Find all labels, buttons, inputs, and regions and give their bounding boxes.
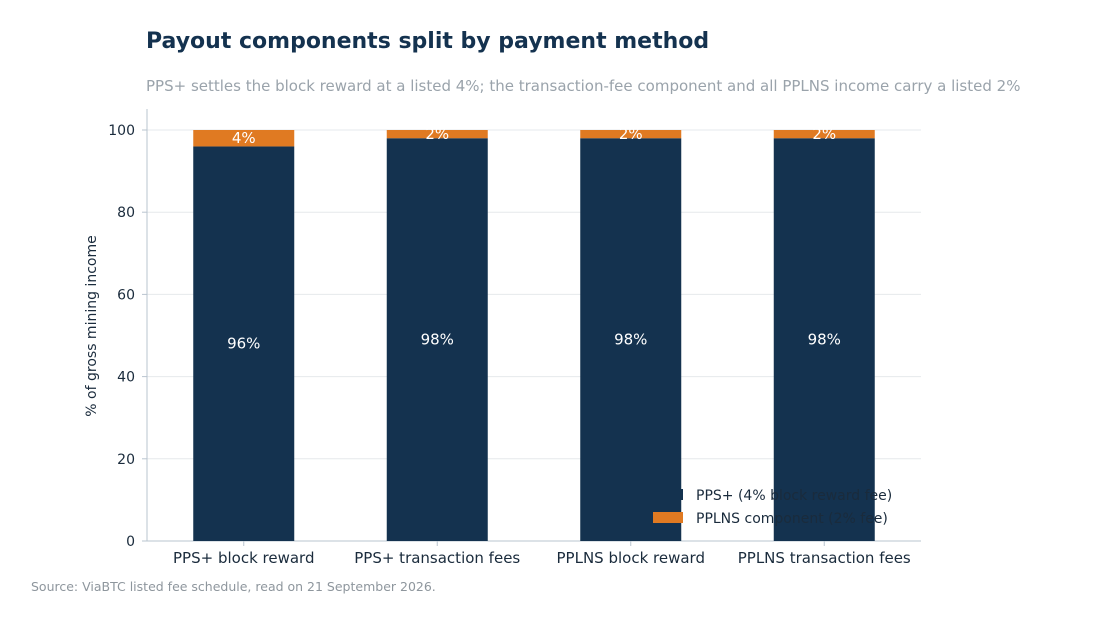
chart-subtitle: PPS+ settles the block reward at a liste… — [146, 77, 1020, 95]
source-note: Source: ViaBTC listed fee schedule, read… — [31, 579, 436, 594]
x-tick-label: PPS+ block reward — [173, 549, 314, 567]
y-tick-label: 40 — [117, 370, 135, 386]
chart-title: Payout components split by payment metho… — [146, 29, 709, 54]
y-tick-label: 0 — [126, 534, 135, 550]
bar-segment-main — [193, 146, 295, 541]
x-tick-label: PPS+ transaction fees — [354, 549, 520, 567]
legend: PPS+ (4% block reward fee) PPLNS componen… — [653, 488, 892, 527]
bar-value-label: 98% — [808, 331, 841, 349]
legend-label: PPS+ (4% block reward fee) — [696, 488, 892, 504]
y-axis-label: % of gross mining income — [84, 235, 100, 416]
bar-segment-main — [580, 138, 682, 541]
legend-label: PPLNS component (2% fee) — [696, 511, 888, 527]
bar-value-label: 98% — [614, 331, 647, 349]
y-tick-label: 60 — [117, 287, 135, 303]
x-tick-label: PPLNS block reward — [557, 549, 705, 567]
bars — [193, 130, 875, 541]
bar-value-label: 4% — [232, 129, 256, 147]
bar-value-label: 2% — [619, 125, 643, 143]
bar-segment-main — [386, 138, 488, 541]
bar-segment-fee — [193, 130, 295, 147]
y-tick-label: 80 — [117, 205, 135, 221]
bar-value-label: 98% — [421, 331, 454, 349]
legend-swatch — [653, 489, 683, 500]
bar-segment-fee — [773, 130, 875, 139]
bar-value-label: 2% — [812, 125, 836, 143]
y-tick-label: 100 — [108, 123, 135, 139]
legend-swatch — [653, 512, 683, 523]
bar-segment-fee — [386, 130, 488, 139]
bar-value-label: 2% — [425, 125, 449, 143]
data-labels: 96% 4% 98% 2% 98% 2% 98% 2% — [227, 125, 841, 353]
x-tick-label: PPLNS transaction fees — [738, 549, 911, 567]
bar-segment-main — [773, 138, 875, 541]
axes: 0 20 40 60 80 100 PPS+ block reward PPS+ transa… — [108, 109, 921, 567]
y-tick-label: 20 — [117, 452, 135, 468]
bar-value-label: 96% — [227, 335, 260, 353]
bar-segment-fee — [580, 130, 682, 139]
